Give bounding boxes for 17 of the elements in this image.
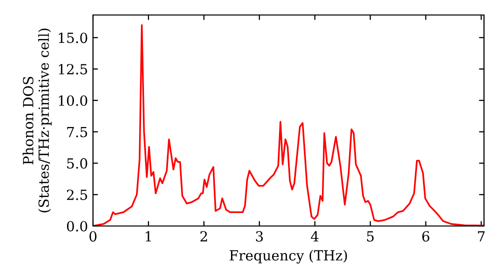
y-tick-label: 10.0 <box>58 95 88 106</box>
y-tick-label: 7.5 <box>67 126 88 138</box>
y-tick-label: 15.0 <box>58 32 88 44</box>
y-tick-label: 5.0 <box>67 158 88 169</box>
x-tick-label: 2 <box>200 231 207 242</box>
x-tick-label: 1 <box>146 231 151 242</box>
x-tick-label: 7 <box>478 231 485 242</box>
y-tick-label: 0.0 <box>66 220 88 232</box>
x-tick-label: 0 <box>89 231 96 242</box>
y-tick-label: 2.5 <box>66 190 88 200</box>
x-axis-title: Frequency (THz) <box>230 250 347 264</box>
x-tick-label: 3 <box>256 231 263 242</box>
x-tick-label: 6 <box>422 231 430 242</box>
x-tick-label: 5 <box>367 231 374 242</box>
x-tick-label: 4 <box>310 231 319 242</box>
y-axis-title: Phonon DOS (States/THz·primitive cell) <box>22 28 52 212</box>
y-tick-label: 12.5 <box>58 64 88 74</box>
